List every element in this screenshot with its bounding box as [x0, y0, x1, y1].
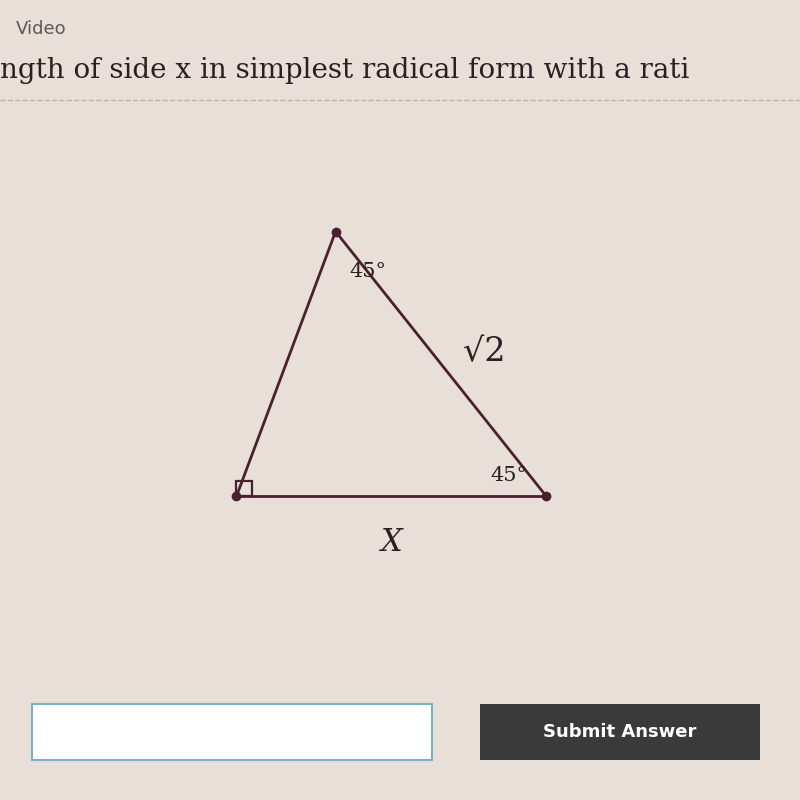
Text: Video: Video	[16, 20, 66, 38]
Text: ngth of side x in simplest radical form with a rati: ngth of side x in simplest radical form …	[0, 57, 690, 84]
Text: X: X	[381, 527, 402, 558]
Text: 45°: 45°	[490, 466, 528, 486]
Text: Submit Answer: Submit Answer	[543, 723, 697, 741]
Bar	[237, 481, 252, 496]
Text: √2: √2	[463, 336, 506, 368]
Text: 45°: 45°	[350, 262, 386, 282]
